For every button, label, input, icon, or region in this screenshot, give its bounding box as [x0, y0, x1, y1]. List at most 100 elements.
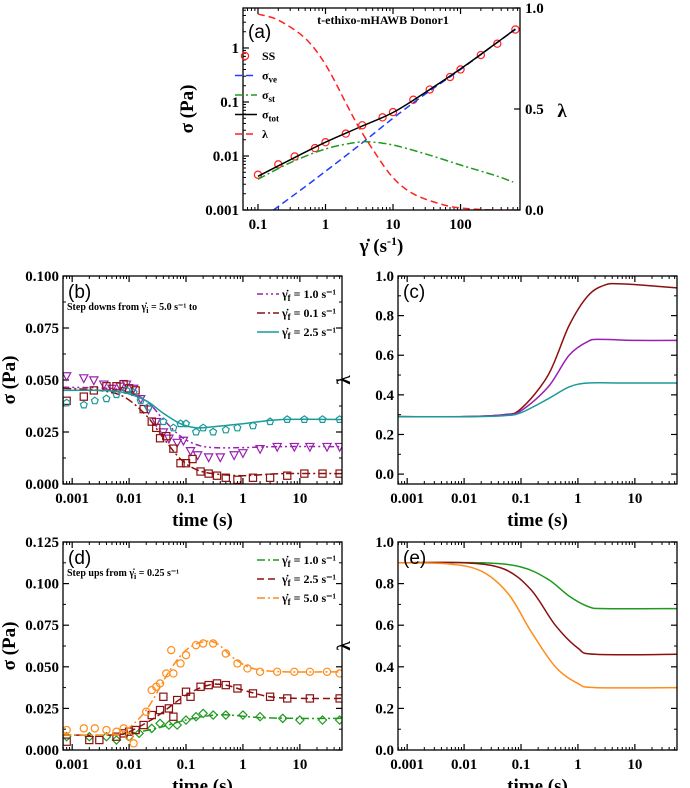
data-point	[111, 735, 122, 745]
data-point	[221, 649, 231, 658]
label-subscript: f	[288, 578, 292, 588]
series-markers-gf_2.5	[63, 679, 342, 746]
y-axis-label: σ (Pa)	[177, 85, 198, 134]
data-point	[144, 402, 153, 411]
data-point	[79, 392, 88, 401]
label-main: Step ups from γ̇	[67, 568, 135, 579]
data-point	[233, 659, 242, 668]
data-point	[203, 453, 214, 463]
data-point	[300, 469, 309, 478]
legend-label: γ̇f = 0.1 s⁻¹	[281, 306, 336, 322]
label-subscript: i	[134, 572, 137, 581]
data-point	[322, 667, 332, 676]
x-axis-label: time (s)	[507, 776, 568, 788]
data-point	[159, 692, 168, 701]
y-tick-label: 0.2	[375, 701, 394, 717]
data-point	[167, 645, 176, 655]
data-point	[334, 715, 342, 725]
data-point	[102, 382, 111, 391]
data-point	[265, 417, 275, 426]
x-tick-label: 10	[292, 757, 307, 773]
x-tick-label: 10	[386, 217, 401, 233]
data-point	[163, 720, 174, 730]
x-tick-label: 0.1	[249, 217, 268, 233]
label-subscript: f	[288, 312, 292, 322]
legend-label: γ̇f = 5.0 s⁻¹	[281, 591, 336, 607]
data-point	[254, 444, 266, 455]
x-tick-label: 1	[574, 757, 582, 773]
panel-a: 0.1 1 10 100 0.001 0.01 0.1 1 0.0 0.5 1.0 γ̇ (s-1) σ…	[177, 1, 567, 257]
legend-item-SS: SS	[240, 49, 276, 63]
data-point	[511, 25, 520, 34]
label-subscript: st	[269, 94, 276, 104]
data-point	[151, 417, 162, 428]
data-point	[172, 720, 183, 730]
label-rest: = 0.1 s⁻¹	[291, 306, 337, 320]
y-tick-label: 0.100	[25, 577, 59, 593]
x-tick-label: 10	[627, 491, 642, 507]
series-markers-gf_1.0	[63, 708, 342, 745]
y-tick-label: 0.025	[25, 425, 59, 441]
legend: γ̇f = 1.0 s⁻¹γ̇f = 0.1 s⁻¹γ̇f = 2.5 s⁻¹	[257, 287, 336, 341]
x-tick-label: 1	[239, 491, 247, 507]
data-point	[79, 724, 88, 733]
label-main: SS	[262, 49, 276, 63]
data-point	[163, 434, 174, 445]
data-point	[63, 737, 71, 746]
data-point	[248, 689, 258, 698]
data-point	[186, 692, 195, 701]
data-point	[283, 415, 292, 423]
data-point	[378, 113, 387, 122]
legend-item-gf_1.0: γ̇f = 1.0 s⁻¹	[257, 553, 336, 569]
y-tick-label: 0.6	[375, 618, 394, 634]
legend-label: γ̇f = 1.0 s⁻¹	[281, 553, 336, 569]
data-point	[198, 639, 208, 648]
data-point	[162, 431, 171, 441]
data-point	[102, 394, 111, 403]
panel-e: 0.001 0.01 0.1 1 10 0.0 0.2 0.4 0.6 0.8 1.0 time (s…	[334, 535, 678, 788]
data-point	[63, 372, 72, 382]
series-markers-SS	[253, 25, 520, 179]
plot-frame	[62, 275, 343, 485]
label-rest: = 2.5 s⁻¹	[291, 572, 337, 586]
data-point	[131, 725, 140, 735]
panel-label: (e)	[403, 548, 426, 569]
data-point	[237, 710, 248, 721]
label-main: γ̇ (s	[359, 236, 387, 257]
x-axis-label: time (s)	[172, 510, 233, 531]
label-rest: = 5.0 s⁻¹	[291, 591, 337, 605]
legend-label: σve	[262, 69, 277, 85]
data-point	[272, 442, 283, 453]
series-line-gf_2.5	[63, 683, 342, 737]
data-point	[191, 711, 201, 722]
y-tick-label: 0.01	[213, 149, 239, 165]
label-main: Step downs from γ̇	[67, 302, 147, 313]
x-tick-label: 0.01	[451, 757, 477, 773]
legend-item-gf_2.5: γ̇f = 2.5 s⁻¹	[257, 572, 336, 588]
x-tick-label: 1	[239, 757, 247, 773]
x-tick-label: 0.001	[55, 757, 89, 773]
y-tick-label: 0.000	[25, 743, 59, 759]
y-axis-label: σ (Pa)	[0, 622, 20, 671]
x-axis-label: time (s)	[507, 510, 568, 531]
y-tick-label: 0.4	[375, 660, 394, 676]
label-rest: = 5.0 s⁻¹ to	[148, 302, 197, 313]
legend-label: λ	[262, 127, 268, 141]
data-point	[169, 423, 178, 432]
x-tick-label: 0.01	[116, 757, 142, 773]
plot-area	[253, 13, 520, 210]
x-axis-label: γ̇ (s-1)	[359, 234, 404, 257]
data-point	[289, 442, 300, 453]
data-point	[248, 421, 258, 430]
label-subscript: f	[288, 597, 292, 607]
annotation: Step ups from γ̇i = 0.25 s⁻¹	[67, 568, 179, 581]
panel-c: 0.001 0.01 0.1 1 10 0.0 0.2 0.4 0.6 0.8 1.0 time (s…	[334, 269, 678, 531]
legend-label: γ̇f = 2.5 s⁻¹	[281, 572, 336, 588]
data-point	[155, 679, 165, 688]
y-tick-label: 0.0	[375, 743, 394, 759]
x-tick-label: 0.01	[451, 491, 477, 507]
series-line-gf_2.5	[398, 561, 677, 656]
data-point	[176, 659, 185, 668]
chart-title: t-ethixo-mHAWB Donor1	[317, 13, 449, 27]
